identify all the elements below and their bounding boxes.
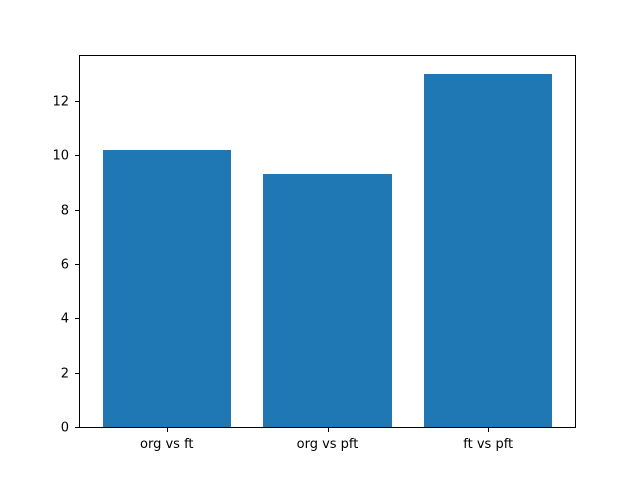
bar-org-vs-pft (263, 174, 392, 427)
y-tick-label: 0 (60, 420, 69, 436)
x-tick-label: org vs pft (296, 437, 359, 452)
plot-area (79, 55, 576, 428)
y-tick-label: 2 (60, 366, 69, 382)
x-tick-label: org vs ft (140, 437, 194, 452)
y-tick-mark (75, 209, 79, 211)
y-tick-label: 12 (52, 94, 69, 110)
y-tick-mark (75, 318, 79, 320)
y-tick-label: 10 (52, 148, 69, 164)
y-tick-label: 4 (60, 311, 69, 327)
y-tick-label: 6 (60, 257, 69, 273)
y-tick-mark (75, 372, 79, 374)
x-tick-mark (166, 428, 168, 432)
x-tick-mark (327, 428, 329, 432)
y-tick-mark (75, 100, 79, 102)
bar-org-vs-ft (102, 149, 232, 427)
y-tick-mark (75, 263, 79, 265)
x-tick-label: ft vs pft (463, 437, 514, 452)
x-tick-mark (488, 428, 490, 432)
y-tick-label: 8 (60, 203, 69, 219)
y-tick-mark (75, 155, 79, 157)
bar-ft-vs-pft (423, 73, 553, 427)
y-tick-mark (75, 427, 79, 428)
